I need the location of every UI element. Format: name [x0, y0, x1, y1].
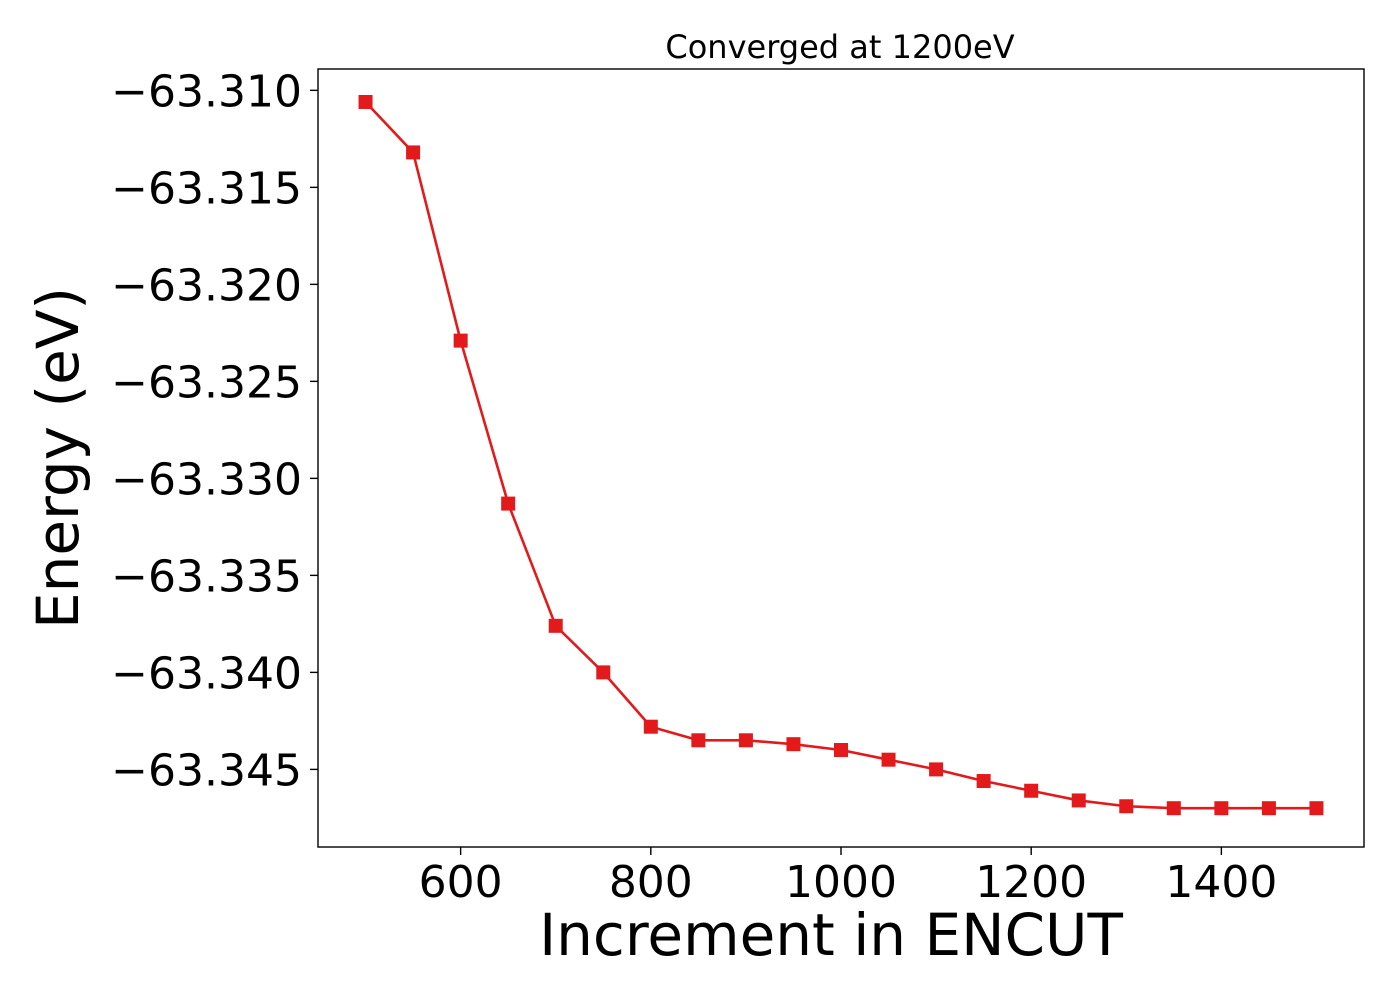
data-point: [453, 333, 468, 348]
x-tick-label: 1000: [785, 857, 897, 908]
data-point: [1024, 783, 1039, 798]
y-tick-label: −63.320: [111, 260, 302, 311]
data-point: [929, 762, 944, 777]
chart-title: Converged at 1200eV: [665, 28, 1014, 66]
data-point: [786, 737, 801, 752]
y-axis-label: Energy (eV): [24, 287, 92, 629]
data-point: [643, 719, 658, 734]
data-point: [548, 618, 563, 633]
y-tick-label: −63.310: [111, 66, 302, 117]
y-tick-label: −63.315: [111, 163, 302, 214]
series-layer: [358, 94, 1324, 816]
data-point: [1166, 801, 1181, 816]
data-point: [1214, 801, 1229, 816]
data-point: [1309, 801, 1324, 816]
data-point: [738, 733, 753, 748]
x-axis-label: Increment in ENCUT: [539, 901, 1123, 969]
y-tick-label: −63.330: [111, 454, 302, 505]
y-tick-label: −63.345: [111, 745, 302, 796]
data-point: [976, 774, 991, 789]
x-tick-label: 600: [419, 857, 503, 908]
data-point: [1071, 793, 1086, 808]
x-tick-label: 1200: [975, 857, 1087, 908]
data-point: [358, 94, 373, 109]
data-point: [596, 665, 611, 680]
data-point: [691, 733, 706, 748]
data-point: [881, 752, 896, 767]
series-line: [364, 101, 1317, 810]
x-tick-label: 800: [609, 857, 693, 908]
x-tick-label: 1400: [1165, 857, 1277, 908]
data-point: [834, 742, 848, 757]
y-axis-ticks: −63.310 −63.315 −63.320 −63.325 −63.330 −63.3…: [111, 66, 318, 796]
y-tick-label: −63.325: [111, 357, 302, 408]
x-axis-ticks: 600 800 1000 1200 1400: [419, 847, 1277, 908]
data-point: [1119, 799, 1134, 814]
data-point: [406, 145, 421, 160]
y-tick-label: −63.340: [111, 648, 302, 699]
plot-frame: [317, 68, 1365, 848]
data-point: [501, 496, 516, 511]
data-point: [1261, 801, 1276, 816]
y-tick-label: −63.335: [111, 551, 302, 602]
